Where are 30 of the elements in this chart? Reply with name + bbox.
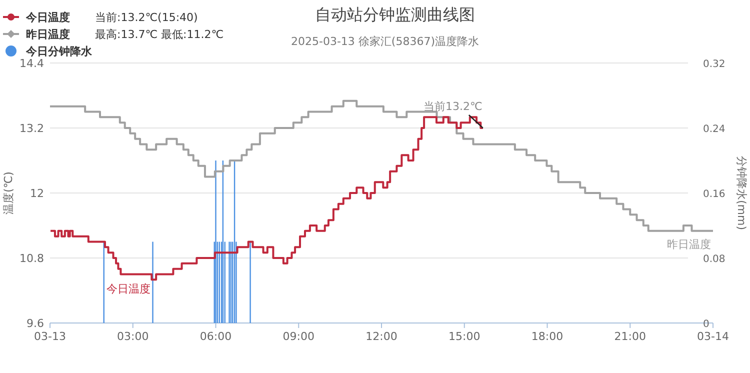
- y-tick-label: 10.8: [20, 252, 44, 265]
- text: 当前:13.2℃(15:40): [95, 11, 198, 24]
- x-tick-label: 09:00: [282, 330, 314, 343]
- legend-label: 今日分钟降水: [25, 45, 93, 58]
- text: 今日温度: [106, 282, 151, 296]
- y2-tick-label: 0.24: [703, 124, 726, 135]
- x-tick-label: 21:00: [614, 330, 646, 343]
- text: 昨日温度: [667, 238, 711, 251]
- y-axis-title: 温度(℃): [2, 172, 15, 214]
- x-tick-label: 12:00: [366, 330, 398, 343]
- x-tick-label: 15:00: [448, 330, 480, 343]
- y2-tick-label: 0.32: [703, 59, 726, 70]
- y-tick-label: 13.2: [20, 122, 44, 135]
- legend-label: 今日温度: [25, 11, 70, 24]
- y-tick-label: 14.4: [20, 57, 44, 70]
- chart-subtitle: 2025-03-13 徐家汇(58367)温度降水: [291, 35, 479, 48]
- y-tick-label: 12: [30, 187, 44, 200]
- y2-tick-label: 0.08: [703, 254, 726, 265]
- annotation: 当前13.2℃: [423, 100, 482, 113]
- x-tick-label: 03-14: [697, 330, 729, 343]
- x-tick-label: 18:00: [531, 330, 564, 343]
- y-tick-label: 9.6: [26, 317, 44, 330]
- chart-title: 自动站分钟监测曲线图: [315, 5, 475, 24]
- y2-tick-label: 0.16: [703, 189, 726, 200]
- x-tick-label: 06:00: [200, 330, 232, 343]
- x-tick-label: 03:00: [117, 330, 149, 343]
- y2-axis-title: 分钟降水(mm): [735, 156, 748, 230]
- x-tick-label: 03-13: [34, 330, 66, 343]
- text: 最高:13.7℃ 最低:11.2℃: [95, 28, 224, 41]
- legend-label: 昨日温度: [26, 28, 70, 41]
